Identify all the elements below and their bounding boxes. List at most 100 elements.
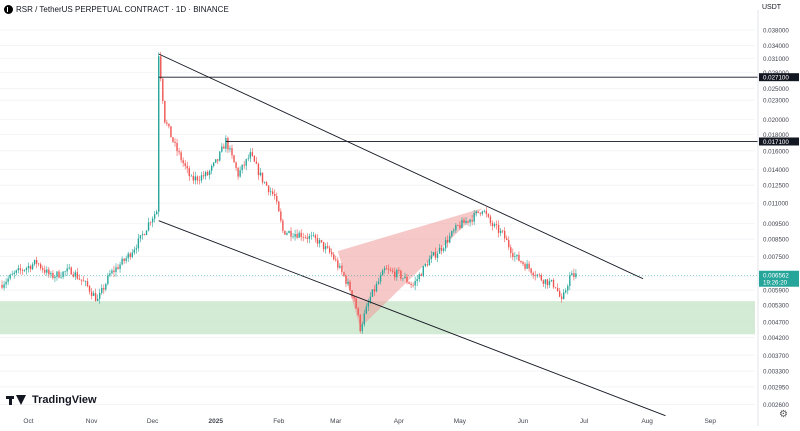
candle-body bbox=[512, 253, 514, 258]
time-tick-label: Oct bbox=[23, 418, 33, 425]
candle-body bbox=[274, 193, 276, 196]
candle-body bbox=[133, 249, 136, 253]
candle-body bbox=[208, 170, 211, 176]
candle-body bbox=[162, 78, 164, 101]
candle-body bbox=[257, 163, 260, 176]
candle-body bbox=[42, 268, 44, 270]
candle-body bbox=[335, 259, 337, 261]
candle-body bbox=[432, 252, 435, 256]
candle-body bbox=[300, 232, 302, 238]
candle-body bbox=[90, 291, 93, 296]
candle-body bbox=[412, 284, 414, 286]
candle-body bbox=[202, 175, 205, 177]
candle-body bbox=[103, 287, 105, 290]
candle-body bbox=[15, 270, 17, 273]
candle-body bbox=[72, 274, 74, 277]
candle-body bbox=[347, 281, 349, 284]
time-tick-label: 2025 bbox=[208, 418, 223, 425]
candle-body bbox=[434, 252, 437, 258]
candle-body bbox=[282, 220, 284, 231]
time-tick-label: May bbox=[454, 418, 467, 425]
candle-body bbox=[139, 235, 142, 239]
candle-body bbox=[459, 225, 461, 228]
candle-body bbox=[385, 268, 388, 270]
candle-body bbox=[58, 271, 60, 278]
candle-body bbox=[355, 298, 357, 309]
price-tick-label: 0.002600 bbox=[763, 402, 789, 409]
candle-body bbox=[35, 259, 38, 264]
candle-body bbox=[422, 266, 424, 277]
candle-body bbox=[286, 233, 288, 235]
price-tick-label: 0.016000 bbox=[763, 148, 789, 155]
candle-body bbox=[410, 283, 412, 285]
candle-body bbox=[190, 175, 192, 177]
candle-body bbox=[174, 141, 176, 143]
price-tick-label: 0.004200 bbox=[763, 335, 789, 342]
price-tick-label: 0.012500 bbox=[763, 183, 789, 190]
tradingview-logo[interactable]: TradingView bbox=[6, 394, 97, 406]
candle-body bbox=[196, 176, 199, 181]
candle-body bbox=[84, 281, 87, 282]
candle-body bbox=[337, 260, 339, 268]
level-price-label: 0.017100 bbox=[763, 139, 789, 146]
candle-body bbox=[155, 211, 158, 215]
candle-body bbox=[54, 276, 56, 279]
candle-body bbox=[78, 278, 81, 280]
candle-body bbox=[534, 275, 536, 277]
candle-body bbox=[353, 296, 355, 299]
candle-body bbox=[550, 279, 553, 282]
currency-selector[interactable]: USDT bbox=[762, 4, 782, 11]
candle-body bbox=[556, 287, 559, 292]
candle-body bbox=[491, 223, 494, 227]
candle-body bbox=[497, 225, 500, 233]
candle-body bbox=[31, 264, 34, 270]
price-tick-label: 0.002950 bbox=[763, 384, 789, 391]
current-price-label: 0.006562 bbox=[763, 272, 789, 279]
candle-body bbox=[483, 210, 486, 212]
candle-body bbox=[178, 151, 180, 153]
candle-body bbox=[320, 240, 323, 243]
candle-body bbox=[88, 286, 91, 292]
candle-body bbox=[164, 100, 166, 123]
candle-body bbox=[442, 248, 445, 251]
candle-body bbox=[552, 279, 555, 288]
candle-body bbox=[345, 275, 347, 284]
candle-body bbox=[86, 281, 89, 287]
time-tick-label: Dec bbox=[147, 418, 159, 425]
symbol-title[interactable]: RSR / TetherUS PERPETUAL CONTRACT · 1D ·… bbox=[16, 4, 229, 14]
candle-body bbox=[444, 240, 447, 249]
candle-body bbox=[176, 142, 178, 152]
candle-body bbox=[186, 165, 188, 169]
candle-body bbox=[363, 313, 365, 325]
candle-body bbox=[373, 289, 376, 292]
candle-body bbox=[394, 271, 396, 278]
candle-body bbox=[64, 271, 66, 272]
grid-layer bbox=[0, 29, 755, 406]
candle-body bbox=[17, 268, 20, 271]
candle-body bbox=[339, 265, 341, 268]
candle-body bbox=[516, 254, 518, 257]
gear-icon[interactable]: ⚙ bbox=[779, 409, 788, 420]
candle-body bbox=[436, 253, 439, 258]
candle-body bbox=[249, 152, 252, 159]
candle-body bbox=[151, 218, 154, 223]
candle-body bbox=[471, 219, 473, 222]
candle-body bbox=[92, 293, 95, 296]
candle-body bbox=[66, 268, 68, 272]
candle-body bbox=[243, 164, 245, 166]
candle-body bbox=[284, 230, 286, 235]
candle-body bbox=[129, 253, 131, 257]
candle-body bbox=[544, 279, 547, 284]
candle-body bbox=[182, 160, 184, 164]
candle-body bbox=[455, 225, 457, 231]
candle-body bbox=[479, 212, 481, 214]
candle-body bbox=[261, 172, 264, 183]
candle-body bbox=[495, 224, 498, 226]
level-price-label: 0.027100 bbox=[763, 75, 789, 82]
candle-body bbox=[487, 214, 490, 217]
candle-body bbox=[235, 162, 237, 168]
candle-body bbox=[420, 274, 422, 277]
time-tick-label: Mar bbox=[330, 418, 342, 425]
